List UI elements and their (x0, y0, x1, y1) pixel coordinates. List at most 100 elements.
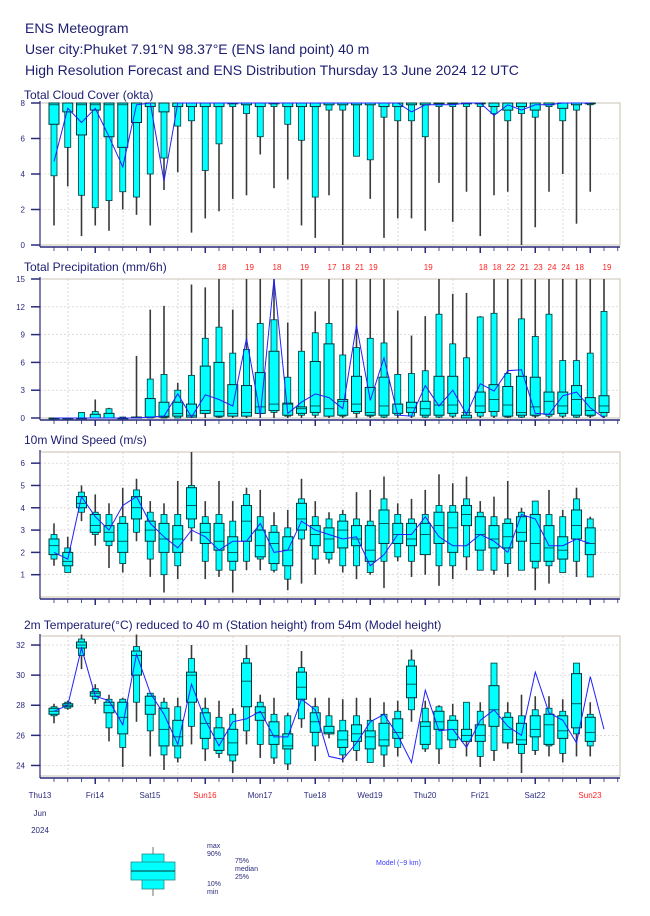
box-25-75 (502, 522, 514, 549)
y-tick-label: 28 (16, 701, 25, 710)
ens-box (172, 481, 184, 580)
panel-3: 10m Wind Speed (m/s) 1 2 3 4 5 6 (21, 433, 621, 605)
ens-box (48, 102, 60, 226)
y-tick-label: 5 (21, 481, 26, 490)
legend-p90: 90% (207, 851, 221, 858)
box-25-75 (584, 716, 596, 742)
legend-max: max (207, 843, 221, 850)
panel-title: Total Precipitation (mm/6h) (24, 260, 167, 274)
ens-box (529, 500, 541, 591)
box-25-75 (364, 730, 376, 750)
ens-box (502, 481, 514, 577)
ens-box (323, 512, 335, 564)
box-25-75 (474, 391, 486, 413)
box-25-75 (158, 522, 170, 553)
ens-box (502, 279, 514, 418)
legend-p25: 25% (235, 874, 249, 881)
box-10-90 (284, 376, 292, 417)
box-25-75 (254, 529, 266, 558)
ens-box (227, 501, 239, 593)
ens-box (117, 102, 129, 210)
box-25-75 (76, 102, 87, 136)
ens-box (364, 697, 376, 763)
ens-box (213, 481, 225, 577)
y-tick-label: 6 (21, 459, 26, 468)
exceedance-count: 19 (603, 263, 612, 272)
panel-4: 2m Temperature(°C) reduced to 40 m (Stat… (16, 618, 621, 784)
box-25-75 (213, 361, 225, 417)
box-25-75 (282, 733, 294, 750)
box-25-75 (488, 384, 500, 413)
box-25-75 (529, 376, 541, 416)
box-25-75 (227, 384, 239, 417)
ens-box (571, 662, 582, 757)
box-25-75 (144, 398, 156, 418)
box-25-75 (186, 487, 197, 520)
box-25-75 (103, 701, 115, 714)
ens-box (89, 684, 101, 704)
box-25-75 (144, 520, 156, 542)
y-tick-label: 4 (21, 504, 26, 513)
y-tick-label: 32 (16, 641, 25, 650)
ens-box (488, 496, 500, 575)
ens-box (447, 703, 459, 748)
box-25-75 (516, 375, 527, 416)
box-25-75 (172, 401, 184, 417)
ens-box (296, 651, 307, 728)
box-25-75 (131, 650, 142, 676)
box-25-75 (158, 102, 170, 113)
box-25-75 (296, 406, 307, 414)
hres-line (53, 495, 591, 567)
ens-box (351, 279, 362, 418)
ens-box (309, 501, 321, 575)
exceedance-count: 24 (561, 263, 570, 272)
box-25-75 (309, 525, 321, 547)
y-tick-label: 26 (16, 731, 25, 740)
y-tick-label: 2 (21, 548, 26, 557)
box-25-75 (584, 527, 596, 556)
box-25-75 (447, 375, 459, 414)
ens-box (309, 697, 321, 761)
ens-box (227, 309, 239, 418)
box-10-90 (201, 102, 209, 171)
box-10-90 (531, 336, 539, 417)
ens-box (488, 279, 500, 418)
box-25-75 (89, 513, 101, 533)
box-25-75 (296, 502, 307, 531)
exceedance-count: 21 (520, 263, 529, 272)
ens-box (557, 699, 569, 763)
y-tick-label: 2 (21, 206, 26, 215)
ens-box (337, 510, 349, 573)
box-25-75 (172, 719, 184, 747)
ens-box (488, 102, 500, 196)
box-25-75 (296, 671, 307, 700)
y-tick-label: 3 (21, 526, 26, 535)
day-label: Wed19 (357, 791, 383, 800)
ens-box (474, 316, 486, 418)
exceedance-count: 18 (218, 263, 227, 272)
box-25-75 (543, 713, 555, 745)
exceedance-count: 18 (341, 263, 350, 272)
ens-box (268, 279, 280, 418)
box-25-75 (351, 525, 362, 547)
ens-box (406, 649, 417, 722)
exceedance-count: 23 (534, 263, 543, 272)
box-25-75 (433, 375, 445, 416)
ens-box (419, 489, 431, 575)
ens-box (474, 702, 486, 767)
box-25-75 (474, 516, 486, 551)
ens-box (241, 279, 252, 418)
box-10-90 (366, 102, 374, 161)
y-tick-label: 24 (16, 761, 25, 770)
box-25-75 (516, 516, 527, 542)
ens-box (323, 279, 335, 418)
box-25-75 (309, 360, 321, 413)
box-10-90 (256, 102, 264, 138)
box-25-75 (406, 401, 417, 413)
box-10-90 (105, 698, 113, 729)
box-25-75 (529, 715, 541, 738)
day-label: Fri14 (86, 791, 105, 800)
day-label: Sat22 (525, 791, 546, 800)
